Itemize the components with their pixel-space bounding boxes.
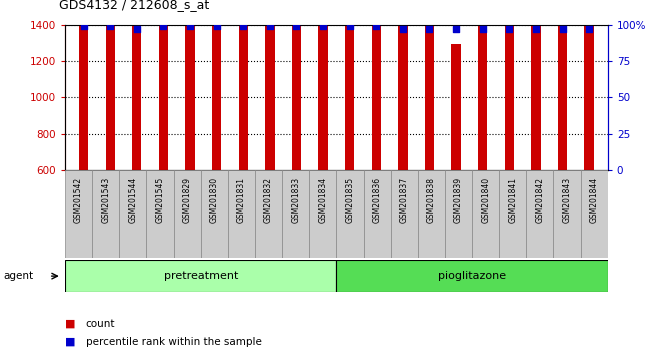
Bar (584, 0, 594, 170)
FancyBboxPatch shape (282, 170, 309, 258)
Point (79, 23, 89, 29)
Point (504, 26, 515, 32)
Point (398, 26, 408, 32)
Bar (345, 0, 354, 170)
Text: GSM201831: GSM201831 (237, 177, 246, 223)
FancyBboxPatch shape (337, 170, 363, 258)
Text: percentile rank within the sample: percentile rank within the sample (86, 337, 262, 347)
Text: ■: ■ (65, 337, 75, 347)
Bar (159, 0, 168, 170)
Text: GSM201544: GSM201544 (128, 177, 137, 223)
Text: GSM201829: GSM201829 (183, 177, 192, 223)
Point (132, 26, 142, 32)
Point (478, 26, 488, 32)
Bar (372, 0, 381, 170)
Bar (212, 14, 221, 170)
Point (451, 26, 462, 32)
Text: GSM201833: GSM201833 (291, 177, 300, 223)
Text: GSM201542: GSM201542 (74, 177, 83, 223)
Text: GSM201840: GSM201840 (481, 177, 490, 223)
Text: ■: ■ (65, 319, 75, 329)
FancyBboxPatch shape (255, 170, 282, 258)
Point (344, 23, 355, 29)
Bar (318, 0, 328, 170)
Bar (558, 0, 567, 170)
Text: GSM201834: GSM201834 (318, 177, 328, 223)
Text: pioglitazone: pioglitazone (438, 271, 506, 281)
FancyBboxPatch shape (580, 170, 608, 258)
Text: GSM201842: GSM201842 (536, 177, 545, 223)
FancyBboxPatch shape (146, 170, 174, 258)
Bar (265, 0, 274, 170)
FancyBboxPatch shape (472, 170, 499, 258)
Bar (504, 0, 514, 170)
Bar (185, 15, 195, 170)
Text: agent: agent (3, 271, 33, 281)
Bar (425, 0, 434, 170)
Text: GSM201832: GSM201832 (264, 177, 273, 223)
Text: count: count (86, 319, 115, 329)
Point (291, 23, 302, 29)
FancyBboxPatch shape (174, 170, 201, 258)
Point (185, 23, 195, 29)
Point (105, 23, 116, 29)
Text: GSM201830: GSM201830 (210, 177, 219, 223)
Bar (531, 5, 541, 170)
Point (557, 26, 567, 32)
FancyBboxPatch shape (201, 170, 228, 258)
FancyBboxPatch shape (418, 170, 445, 258)
FancyBboxPatch shape (92, 170, 120, 258)
Point (584, 26, 594, 32)
Text: GSM201543: GSM201543 (101, 177, 111, 223)
Text: GSM201835: GSM201835 (345, 177, 354, 223)
Point (265, 23, 275, 29)
Bar (398, 0, 408, 170)
Text: GSM201838: GSM201838 (427, 177, 436, 223)
FancyBboxPatch shape (337, 260, 608, 292)
Point (158, 23, 168, 29)
Text: GSM201836: GSM201836 (372, 177, 382, 223)
Bar (132, 0, 142, 170)
Text: GDS4132 / 212608_s_at: GDS4132 / 212608_s_at (58, 0, 209, 11)
Point (238, 23, 248, 29)
FancyBboxPatch shape (309, 170, 337, 258)
FancyBboxPatch shape (363, 170, 391, 258)
Text: GSM201545: GSM201545 (155, 177, 164, 223)
FancyBboxPatch shape (499, 170, 526, 258)
Text: pretreatment: pretreatment (164, 271, 238, 281)
FancyBboxPatch shape (228, 170, 255, 258)
FancyBboxPatch shape (65, 260, 337, 292)
Text: GSM201841: GSM201841 (508, 177, 517, 223)
FancyBboxPatch shape (554, 170, 580, 258)
Point (371, 23, 382, 29)
Bar (478, 13, 488, 170)
Text: GSM201844: GSM201844 (590, 177, 599, 223)
FancyBboxPatch shape (391, 170, 418, 258)
FancyBboxPatch shape (120, 170, 146, 258)
Point (530, 26, 541, 32)
Bar (79, 0, 88, 170)
Bar (292, 0, 301, 170)
Point (211, 23, 222, 29)
FancyBboxPatch shape (526, 170, 554, 258)
Point (424, 26, 435, 32)
FancyBboxPatch shape (445, 170, 472, 258)
Bar (239, 0, 248, 170)
FancyBboxPatch shape (65, 170, 92, 258)
Text: GSM201837: GSM201837 (400, 177, 409, 223)
Text: GSM201839: GSM201839 (454, 177, 463, 223)
Point (318, 23, 328, 29)
Bar (105, 5, 115, 170)
Text: GSM201843: GSM201843 (562, 177, 571, 223)
Bar (452, 44, 461, 170)
